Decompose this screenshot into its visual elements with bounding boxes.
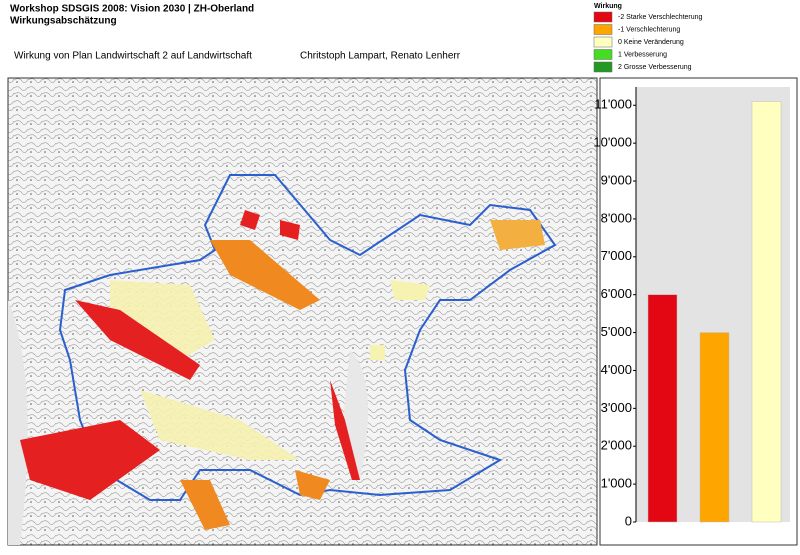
area-strong — [75, 300, 200, 380]
area-strong — [240, 210, 300, 240]
legend-swatch — [593, 11, 613, 23]
area-strong — [20, 420, 160, 500]
subtitle: Wirkungsabschätzung — [10, 16, 117, 27]
legend-swatch — [593, 24, 613, 35]
description: Wirkung von Plan Landwirtschaft 2 auf La… — [14, 51, 252, 62]
y-tick-label: 10'000 — [593, 135, 632, 150]
boundary — [58, 174, 557, 501]
y-tick-label: 7'000 — [601, 248, 632, 263]
lake — [8, 300, 28, 545]
legend-label: -2 Starke Verschlechterung — [618, 14, 703, 21]
y-tick-label: 11'000 — [594, 97, 632, 112]
bar — [751, 101, 782, 523]
legend: -2 Starke Verschlechterung -1 Verschlecht… — [593, 11, 703, 73]
y-tick-label: 3'000 — [601, 400, 632, 415]
area-neutral — [140, 390, 300, 460]
area-neutral — [370, 280, 430, 360]
legend-label: 0 Keine Veränderung — [618, 39, 684, 46]
bar — [647, 294, 678, 523]
area-neutral — [110, 280, 215, 360]
legend-label: 1 Verbesserung — [618, 51, 667, 58]
y-tick-label: 2'000 — [601, 438, 632, 453]
y-tick-label: 4'000 — [601, 362, 632, 377]
y-tick-label: 1'000 — [601, 476, 632, 491]
area-strong — [330, 380, 360, 480]
legend-label: -1 Verschlechterung — [618, 26, 680, 33]
area-worse — [210, 240, 320, 310]
map — [7, 77, 598, 546]
legend-swatch — [593, 61, 613, 73]
bar — [699, 332, 730, 523]
legend-swatch — [593, 36, 613, 48]
authors: Chritstoph Lampart, Renato Lenherr — [300, 51, 461, 62]
area-worse — [180, 470, 330, 530]
y-tick-label: 0 — [625, 513, 632, 528]
y-tick-label: 9'000 — [601, 172, 632, 187]
title: Workshop SDSGIS 2008: Vision 2030 | ZH-O… — [10, 4, 254, 15]
legend-swatch — [593, 49, 613, 60]
legend-label: 2 Grosse Verbesserung — [618, 64, 692, 71]
y-tick-label: 5'000 — [601, 324, 632, 339]
chart: 0 1'000 2'000 3'000 4'000 5'000 6'000 7'000 8'00… — [593, 97, 782, 528]
legend-title: Wirkung — [594, 3, 622, 10]
area-worse — [490, 220, 545, 250]
y-tick-label: 6'000 — [601, 286, 632, 301]
y-tick-label: 8'000 — [601, 210, 632, 225]
